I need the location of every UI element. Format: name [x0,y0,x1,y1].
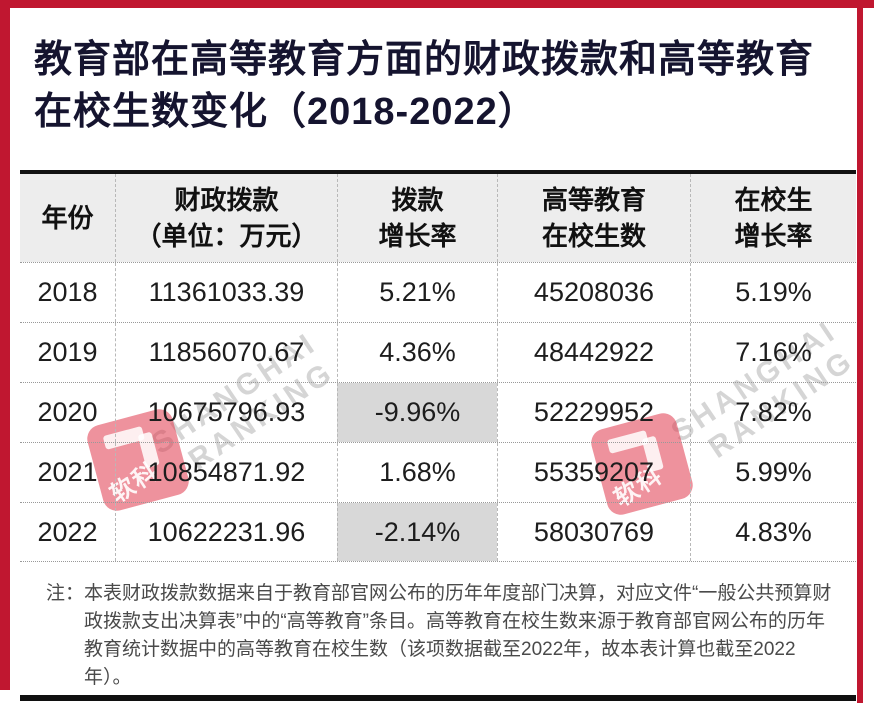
cell-year: 2021 [37,457,98,487]
cell-year: 2018 [37,277,98,307]
cell-students-growth: 4.83% [690,503,856,561]
cell-students: 55359207 [497,443,690,502]
header-students-growth: 在校生 增长率 [690,174,856,262]
table-row: 2019 11856070.67 4.36% 48442922 7.16% [20,322,856,382]
cell-students-growth: 5.19% [690,263,856,322]
cell-funding: 11856070.67 [115,323,337,382]
cell-funding-growth: 5.21% [337,263,497,322]
table-header-row: 年份 财政拨款 （单位：万元） 拨款 增长率 高等教育 在校生数 在校生 增长率 [20,170,856,262]
cell-students-growth: 7.16% [690,323,856,382]
cell-funding-growth: 1.68% [337,443,497,502]
cell-students: 58030769 [497,503,690,561]
cell-students-growth: 5.99% [690,443,856,502]
frame-border-right [857,0,863,703]
cell-year: 2020 [37,397,98,427]
footnote: 注：本表财政拨款数据来自于教育部官网公布的历年年度部门决算，对应文件“一般公共预… [46,583,832,688]
header-students: 高等教育 在校生数 [497,174,690,262]
cell-year: 2019 [37,337,98,367]
cell-funding-growth-highlighted: -2.14% [337,503,497,561]
cell-funding: 10622231.96 [115,503,337,561]
cell-students-growth: 7.82% [690,383,856,442]
header-funding: 财政拨款 （单位：万元） [115,174,337,262]
cell-funding: 10854871.92 [115,443,337,502]
page-title: 教育部在高等教育方面的财政拨款和高等教育在校生数变化（2018-2022） [34,39,815,133]
cell-funding-growth-highlighted: -9.96% [337,383,497,442]
cell-funding-growth: 4.36% [337,323,497,382]
header-funding-growth: 拨款 增长率 [337,174,497,262]
frame-border-left [0,0,10,690]
table-row: 2022 10622231.96 -2.14% 58030769 4.83% [20,502,856,562]
table-row: 2018 11361033.39 5.21% 45208036 5.19% [20,262,856,322]
cell-year: 2022 [37,516,98,547]
cell-funding: 10675796.93 [115,383,337,442]
table-row: 2020 10675796.93 -9.96% 52229952 7.82% [20,382,856,442]
header-year: 年份 [41,203,94,233]
bottom-rule [20,695,856,701]
table-row: 2021 10854871.92 1.68% 55359207 5.99% [20,442,856,502]
frame-border-top [0,0,874,8]
cell-students: 45208036 [497,263,690,322]
cell-students: 52229952 [497,383,690,442]
cell-students: 48442922 [497,323,690,382]
cell-funding: 11361033.39 [115,263,337,322]
data-table: 年份 财政拨款 （单位：万元） 拨款 增长率 高等教育 在校生数 在校生 增长率… [20,170,856,562]
